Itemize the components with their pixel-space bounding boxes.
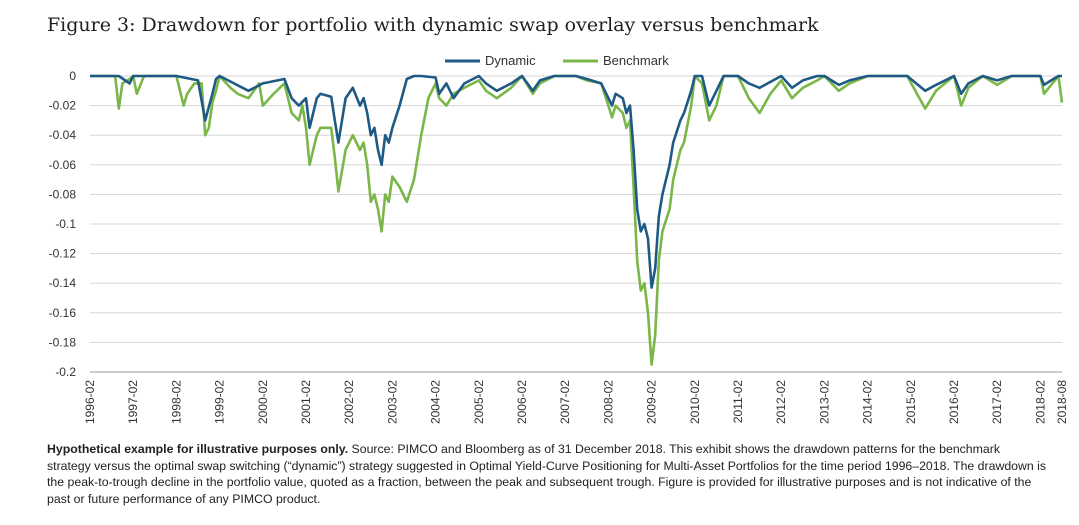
y-tick-label: -0.04 bbox=[49, 128, 77, 142]
y-tick-label: 0 bbox=[69, 69, 76, 83]
y-tick-label: -0.1 bbox=[55, 217, 76, 231]
x-tick-label: 2018-02 bbox=[1033, 380, 1047, 424]
y-tick-label: -0.14 bbox=[49, 276, 77, 290]
x-tick-label: 2014-02 bbox=[861, 380, 875, 424]
x-tick-label: 2018-08 bbox=[1055, 380, 1069, 424]
x-tick-label: 2008-02 bbox=[601, 380, 615, 424]
footnote-bold: Hypothetical example for illustrative pu… bbox=[47, 442, 349, 456]
x-tick-label: 2012-02 bbox=[774, 380, 788, 424]
drawdown-chart: 0 -0.02 -0.04 -0.06 -0.08 -0.1 -0.12 -0.14 -0.16… bbox=[49, 53, 1069, 424]
x-tick-label: 2005-02 bbox=[472, 380, 486, 424]
x-tick-label: 2000-02 bbox=[256, 380, 270, 424]
x-tick-label: 2001-02 bbox=[299, 380, 313, 424]
series-line-benchmark bbox=[90, 74, 1064, 366]
x-tick-label: 1999-02 bbox=[213, 380, 227, 424]
y-tick-label: -0.08 bbox=[49, 187, 77, 201]
x-tick-label: 2002-02 bbox=[342, 380, 356, 424]
x-tick-label: 2010-02 bbox=[688, 380, 702, 424]
x-tick-label: 2007-02 bbox=[558, 380, 572, 424]
x-tick-label: 2003-02 bbox=[385, 380, 399, 424]
y-tick-label: -0.12 bbox=[49, 247, 77, 261]
x-tick-label: 2009-02 bbox=[645, 380, 659, 424]
x-tick-label: 1996-02 bbox=[83, 380, 97, 424]
x-tick-label: 2006-02 bbox=[515, 380, 529, 424]
legend-label: Benchmark bbox=[603, 53, 669, 68]
y-tick-label: -0.18 bbox=[49, 335, 77, 349]
x-tick-label: 2016-02 bbox=[947, 380, 961, 424]
x-tick-label: 2011-02 bbox=[731, 380, 745, 423]
y-tick-label: -0.06 bbox=[49, 158, 77, 172]
x-tick-label: 1997-02 bbox=[126, 380, 140, 424]
x-tick-label: 1998-02 bbox=[169, 380, 183, 424]
x-tick-label: 2017-02 bbox=[990, 380, 1004, 424]
footnote-text: Source: PIMCO and Bloomberg as of 31 Dec… bbox=[47, 442, 1047, 506]
y-tick-label: -0.2 bbox=[55, 365, 76, 379]
x-tick-label: 2004-02 bbox=[429, 380, 443, 424]
footnote: Hypothetical example for illustrative pu… bbox=[47, 441, 1047, 507]
x-tick-label: 2015-02 bbox=[904, 380, 918, 424]
series-line-dynamic bbox=[90, 74, 1062, 289]
x-tick-label: 2013-02 bbox=[817, 380, 831, 424]
y-tick-label: -0.16 bbox=[49, 306, 77, 320]
legend-label: Dynamic bbox=[485, 53, 536, 68]
chart-title: Figure 3: Drawdown for portfolio with dy… bbox=[47, 14, 819, 36]
y-tick-label: -0.02 bbox=[49, 99, 77, 113]
